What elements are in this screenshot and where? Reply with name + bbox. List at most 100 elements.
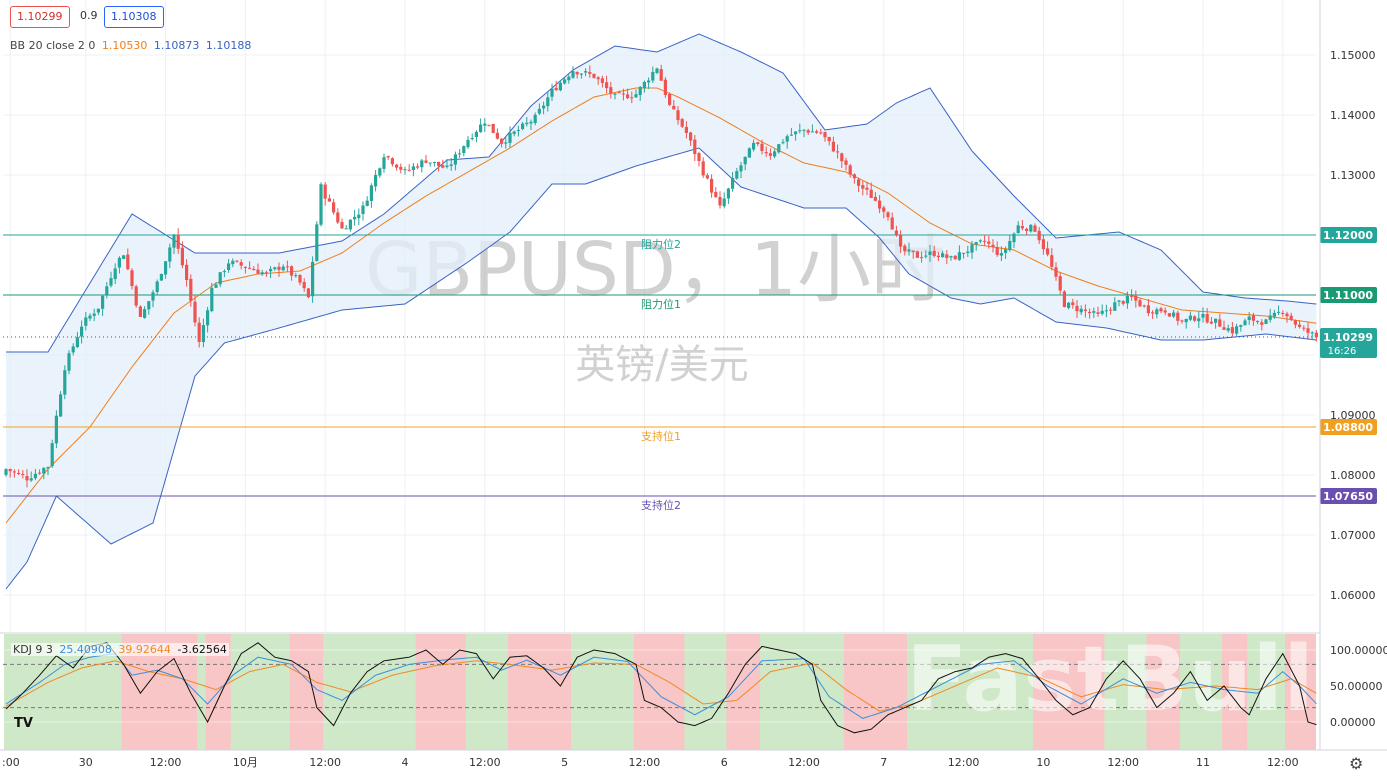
- candle-body: [684, 126, 688, 133]
- candle-body: [1222, 327, 1226, 330]
- tradingview-logo-icon[interactable]: TV: [14, 716, 33, 731]
- candle-body: [861, 185, 865, 189]
- candle-body: [168, 247, 172, 262]
- kdj-zone-bear: [844, 634, 911, 750]
- candle-body: [1193, 316, 1197, 321]
- candle-body: [1159, 308, 1163, 312]
- candle-body: [542, 105, 546, 109]
- candle-body: [1197, 318, 1201, 322]
- candle-body: [222, 271, 226, 273]
- candle-body: [941, 253, 945, 258]
- price-tick-label: 1.09000: [1330, 409, 1376, 422]
- candle-body: [752, 142, 756, 150]
- candle-body: [974, 242, 978, 245]
- candle-body: [453, 154, 457, 165]
- kdj-legend[interactable]: KDJ 9 3 25.40908 39.92644 -3.62564: [11, 643, 229, 656]
- candle-body: [348, 219, 352, 230]
- candle-body: [109, 278, 113, 286]
- level-label: 支持位1: [641, 429, 681, 443]
- kdj-tick-label: 50.00000: [1330, 680, 1383, 693]
- candle-body: [445, 165, 449, 167]
- candle-body: [424, 160, 428, 163]
- candle-body: [231, 260, 235, 265]
- candle-body: [101, 295, 105, 309]
- candle-body: [1125, 296, 1129, 304]
- candle-body: [596, 77, 600, 80]
- candle-body: [159, 274, 163, 281]
- candle-body: [575, 71, 579, 75]
- candle-body: [710, 178, 714, 193]
- candles: [4, 64, 1318, 488]
- candle-body: [953, 255, 957, 260]
- candle-body: [264, 272, 268, 274]
- candle-body: [1062, 291, 1066, 308]
- candle-body: [819, 132, 823, 134]
- candle-body: [176, 234, 180, 249]
- candle-body: [80, 326, 84, 337]
- candle-body: [96, 308, 100, 313]
- candle-body: [1020, 226, 1024, 229]
- candle-body: [718, 197, 722, 206]
- price-tick-label: 1.13000: [1330, 169, 1376, 182]
- level-tag-text: 1.11000: [1323, 289, 1373, 302]
- candle-body: [315, 224, 319, 262]
- kdj-zone-bull: [323, 634, 420, 750]
- candle-body: [327, 198, 331, 202]
- bid-price-box[interactable]: 1.10299: [10, 6, 70, 28]
- kdj-zone-bull: [230, 634, 294, 750]
- time-tick-label: 12:00: [469, 756, 501, 769]
- candle-body: [449, 164, 453, 166]
- candle-body: [1113, 302, 1117, 311]
- candle-body: [71, 346, 75, 353]
- candle-body: [504, 142, 508, 144]
- candle-body: [634, 94, 638, 98]
- time-tick-label: :00: [2, 756, 20, 769]
- candle-body: [1008, 240, 1012, 251]
- gear-icon[interactable]: ⚙: [1349, 754, 1364, 773]
- candle-body: [50, 443, 54, 467]
- candle-body: [537, 108, 541, 114]
- candle-body: [642, 81, 646, 89]
- ask-price-box[interactable]: 1.10308: [104, 6, 164, 28]
- candle-body: [395, 164, 399, 168]
- candle-body: [311, 261, 315, 297]
- candle-body: [138, 306, 142, 317]
- candle-body: [600, 78, 604, 83]
- candle-body: [651, 72, 655, 81]
- candle-body: [890, 217, 894, 230]
- candle-body: [810, 131, 814, 133]
- candle-body: [1188, 315, 1192, 320]
- candle-body: [25, 476, 29, 481]
- level-tag-text: 1.08800: [1323, 421, 1373, 434]
- candle-body: [88, 315, 92, 319]
- candle-body: [1054, 267, 1058, 277]
- candle-body: [1209, 321, 1213, 324]
- candle-body: [298, 275, 302, 283]
- candle-body: [1214, 318, 1218, 323]
- candle-body: [945, 254, 949, 259]
- candle-body: [285, 266, 289, 268]
- time-tick-label: 12:00: [309, 756, 341, 769]
- bb-legend[interactable]: BB 20 close 2 0 1.10530 1.10873 1.10188: [10, 39, 251, 52]
- candle-body: [756, 142, 760, 145]
- candle-body: [836, 151, 840, 153]
- candle-body: [831, 141, 835, 152]
- candle-body: [206, 310, 210, 326]
- kdj-zone-bear: [634, 634, 689, 750]
- candle-body: [1306, 328, 1310, 333]
- candle-body: [1029, 224, 1033, 232]
- candle-body: [67, 353, 71, 371]
- candle-body: [726, 188, 730, 199]
- candle-body: [1205, 314, 1209, 323]
- candle-body: [705, 175, 709, 179]
- candle-body: [621, 93, 625, 95]
- candle-body: [59, 394, 63, 417]
- candle-body: [1088, 311, 1092, 314]
- candle-body: [302, 282, 306, 289]
- kdj-zone-bull: [760, 634, 848, 750]
- candle-body: [823, 132, 827, 138]
- bb-upper-value: 1.10873: [153, 39, 200, 52]
- candle-body: [693, 139, 697, 155]
